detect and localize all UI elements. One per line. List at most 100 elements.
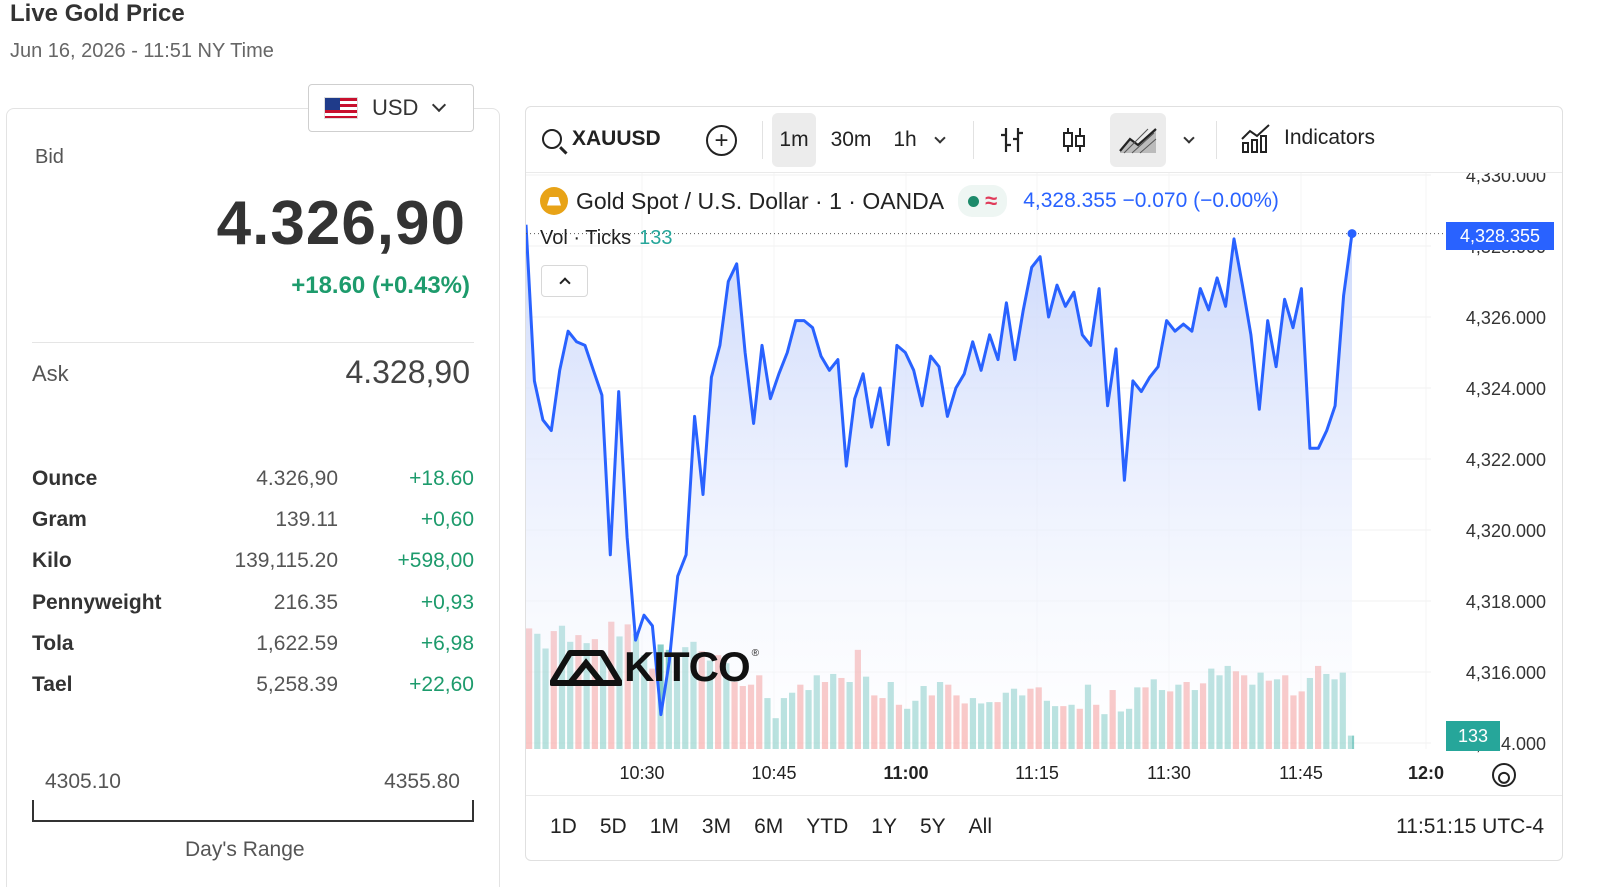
unit-name: Gram (32, 507, 87, 531)
y-tick-label: 4,324.000 (1466, 379, 1546, 399)
plus-icon: + (714, 126, 729, 154)
chevron-down-icon (432, 97, 447, 113)
symbol-search[interactable]: XAUUSD (542, 127, 661, 151)
us-flag-icon (324, 97, 358, 119)
day-range-bar (32, 800, 474, 822)
price-chart[interactable]: 4,330.0004,328.0004,326.0004,324.0004,32… (526, 173, 1563, 795)
chevron-up-icon (558, 277, 571, 289)
table-row: Ounce 4.326,90 +18.60 (32, 458, 474, 499)
unit-price: 139,115.20 (234, 549, 338, 573)
page-subtitle: Jun 16, 2026 - 11:51 NY Time (10, 40, 274, 62)
x-tick-label: 11:30 (1147, 763, 1191, 783)
chart-style-menu-button[interactable] (1172, 113, 1206, 167)
table-row: Pennyweight 216.35 +0,93 (32, 582, 474, 623)
price-card (6, 108, 500, 887)
x-tick-label: 11:45 (1279, 763, 1323, 783)
interval-1h-button[interactable]: 1h (893, 128, 917, 151)
collapse-legend-button[interactable] (541, 265, 588, 297)
kitco-logo: KITCO ® (550, 643, 759, 691)
market-open-dot-icon (968, 195, 980, 207)
divider (32, 342, 474, 343)
symbol-description: Gold Spot / U.S. Dollar · 1 · OANDA (576, 187, 945, 214)
chart-legend: Gold Spot / U.S. Dollar · 1 · OANDA ≈ 4,… (540, 185, 1279, 217)
y-tick-label: 4,322.000 (1466, 450, 1546, 470)
range-3m-button[interactable]: 3M (701, 815, 732, 838)
interval-1m-button[interactable]: 1m (772, 113, 816, 167)
volume-value: 133 (639, 227, 673, 249)
range-ytd-button[interactable]: YTD (806, 815, 849, 838)
range-all-button[interactable]: All (968, 815, 992, 838)
y-tick-label: 4,326.000 (1466, 308, 1546, 328)
unit-name: Tola (32, 631, 74, 655)
bid-label: Bid (35, 146, 64, 168)
unit-name: Pennyweight (32, 590, 162, 614)
price-area (526, 224, 1352, 749)
interval-30m-button[interactable]: 30m (830, 128, 872, 151)
x-tick-label: 10:30 (619, 763, 664, 783)
x-tick-label: 11:15 (1015, 763, 1059, 783)
volume-label: Vol · Ticks (540, 227, 632, 249)
toolbar-separator (1216, 121, 1217, 159)
unit-name: Tael (32, 673, 73, 697)
gold-bar-icon (540, 187, 568, 215)
unit-change: +598,00 (397, 549, 475, 573)
area-chart-icon (1119, 128, 1157, 154)
compare-symbol-button[interactable]: + (706, 125, 737, 156)
x-tick-label: 11:00 (883, 763, 928, 783)
day-range-caption: Day's Range (185, 838, 305, 861)
symbol-label: XAUUSD (572, 127, 661, 150)
y-tick-label: 4,316.000 (1466, 663, 1546, 683)
axis-divider (526, 795, 1562, 796)
unit-price: 4.326,90 (256, 466, 338, 490)
chart-widget: XAUUSD + 1m 30m 1h (525, 106, 1563, 861)
toolbar-separator (762, 121, 763, 159)
unit-change: +18.60 (409, 466, 474, 490)
registered-mark: ® (751, 647, 760, 659)
last-price-dot (1347, 229, 1357, 239)
range-1d-button[interactable]: 1D (550, 815, 577, 838)
range-5d-button[interactable]: 5D (599, 815, 627, 838)
interval-menu-button[interactable] (922, 113, 958, 167)
x-tick-label: 12:0 (1408, 763, 1444, 783)
unit-price-table: Ounce 4.326,90 +18.60 Gram 139.11 +0,60 … (32, 458, 474, 706)
currency-dropdown[interactable]: USD (308, 84, 474, 132)
page-title: Live Gold Price (10, 0, 185, 27)
kitco-logo-icon (550, 650, 622, 686)
unit-price: 216.35 (273, 590, 338, 614)
chevron-down-icon (1183, 131, 1195, 144)
market-status-badge[interactable]: ≈ (958, 185, 1008, 217)
bar-chart-style-button[interactable] (986, 113, 1038, 167)
range-6m-button[interactable]: 6M (754, 815, 784, 838)
ohlc-bars-icon (1001, 128, 1023, 152)
x-tick-label: 10:45 (751, 763, 796, 783)
unit-change: +0,60 (420, 507, 474, 531)
unit-price: 139.11 (275, 507, 338, 531)
range-1m-button[interactable]: 1M (649, 815, 679, 838)
area-style-button[interactable] (1110, 113, 1166, 167)
range-5y-button[interactable]: 5Y (919, 815, 946, 838)
price-line (526, 224, 1354, 717)
unit-price: 1,622.59 (256, 631, 338, 655)
candles-style-button[interactable] (1048, 113, 1100, 167)
range-1y-button[interactable]: 1Y (871, 815, 897, 838)
chart-clock[interactable]: 11:51:15 UTC-4 (1396, 815, 1544, 838)
y-tick-label: 4,320.000 (1466, 521, 1546, 541)
table-row: Tola 1,622.59 +6,98 (32, 623, 474, 664)
unit-name: Ounce (32, 466, 98, 490)
table-row: Gram 139.11 +0,60 (32, 499, 474, 540)
day-range-low: 4305.10 (45, 770, 121, 793)
indicators-icon (1241, 124, 1270, 153)
unit-change: +0,93 (420, 590, 474, 614)
chevron-down-icon (934, 131, 946, 144)
unit-price: 5,258.39 (256, 673, 338, 697)
chart-toolbar: XAUUSD + 1m 30m 1h (526, 107, 1562, 173)
indicators-button[interactable]: Indicators (1240, 123, 1375, 153)
indicators-label: Indicators (1284, 126, 1376, 149)
delayed-data-icon: ≈ (985, 188, 998, 213)
unit-change: +22,60 (409, 673, 474, 697)
search-icon (542, 129, 562, 149)
day-range-high: 4355.80 (384, 770, 460, 793)
table-row: Kilo 139,115.20 +598,00 (32, 541, 474, 582)
unit-name: Kilo (32, 549, 72, 573)
last-quote: 4,328.355 −0.070 (−0.00%) (1023, 189, 1279, 212)
